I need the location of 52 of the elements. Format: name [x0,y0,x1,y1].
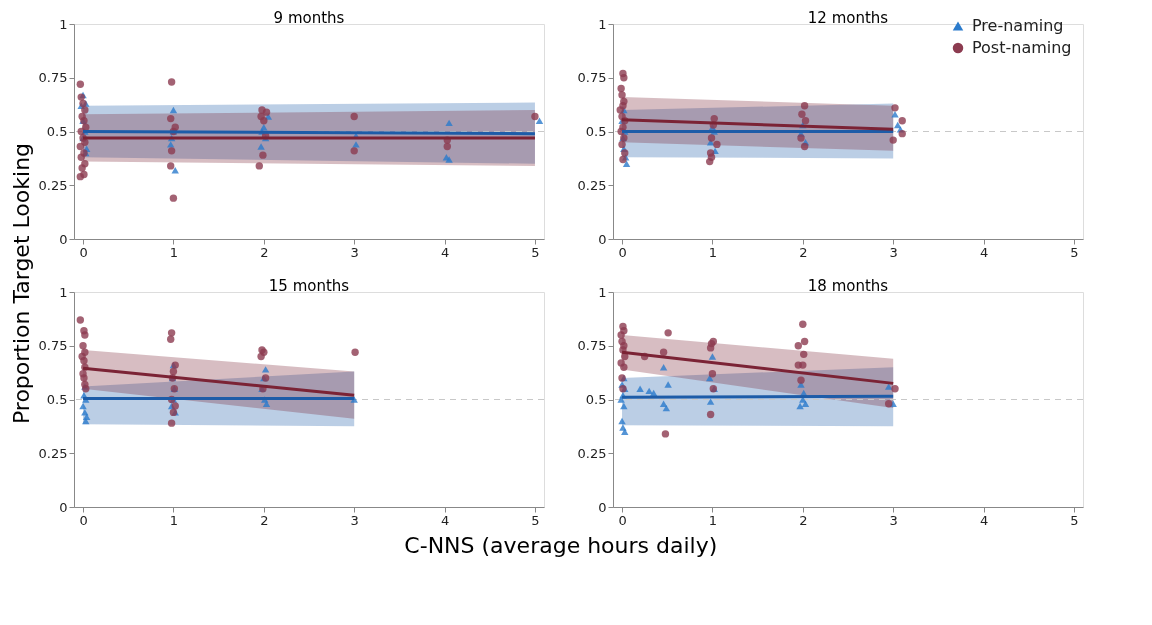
y-tick-label: 1 [59,16,68,32]
x-tick-label: 5 [531,244,540,260]
y-tick-label: 0 [598,499,607,515]
y-tick-label: 0.75 [38,70,68,86]
x-tick-label: 2 [799,244,808,260]
x-tick-label: 4 [979,244,989,260]
x-tick-label: 3 [889,244,898,260]
y-tick-label: 0 [59,499,68,515]
chart-title: 12 months [807,9,889,27]
x-tick-label: 0 [79,512,88,528]
x-tick-label: 1 [708,512,718,528]
legend-label: Post-naming [972,38,1072,57]
x-tick-label: 2 [260,512,269,528]
y-tick-label: 0.75 [577,70,607,86]
x-tick-label: 4 [979,512,989,528]
y-tick-label: 0.5 [585,392,607,407]
x-tick-label: 3 [350,512,359,528]
y-tick-label: 0.25 [38,177,68,193]
x-tick-label: 1 [169,512,179,528]
y-axis-title: Proportion Target Looking [8,142,34,425]
x-tick-label: 5 [1070,244,1079,260]
x-tick-label: 0 [618,244,627,260]
x-tick-label: 4 [440,512,450,528]
x-tick-label: 4 [440,244,450,260]
x-axis-title: C-NNS (average hours daily) [404,532,718,558]
x-tick-label: 1 [708,244,718,260]
y-tick-label: 0.75 [577,338,607,354]
x-tick-label: 5 [1070,512,1079,528]
chart-title: 9 months [273,9,345,27]
y-tick-label: 0.5 [46,392,68,407]
x-tick-label: 3 [350,244,359,260]
x-tick-label: 0 [618,512,627,528]
y-tick-label: 1 [598,284,607,300]
x-tick-label: 5 [531,512,540,528]
chart-title: 15 months [268,277,350,295]
x-tick-label: 0 [79,244,88,260]
legend-label: Pre-naming [972,16,1064,35]
x-tick-label: 2 [799,512,808,528]
y-tick-label: 0.75 [38,338,68,354]
y-tick-label: 0.25 [577,177,607,193]
y-tick-label: 0.25 [38,445,68,461]
x-tick-label: 2 [260,244,269,260]
y-tick-label: 1 [598,16,607,32]
y-tick-label: 0.25 [577,445,607,461]
y-tick-label: 0 [59,231,68,247]
x-tick-label: 1 [169,244,179,260]
y-tick-label: 0 [598,231,607,247]
y-tick-label: 0.5 [46,124,68,139]
x-tick-label: 3 [889,512,898,528]
y-tick-label: 1 [59,284,68,300]
chart-title: 18 months [807,277,889,295]
y-tick-label: 0.5 [585,124,607,139]
